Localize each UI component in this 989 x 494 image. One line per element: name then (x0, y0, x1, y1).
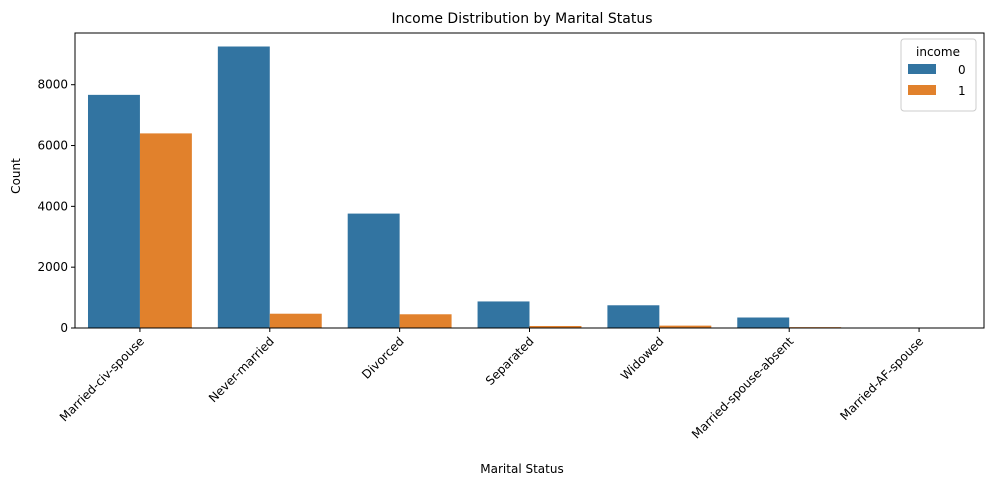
x-tick-label: Never-married (206, 334, 277, 405)
x-tick-label: Divorced (359, 334, 407, 382)
plot-frame (75, 33, 984, 328)
x-tick-label: Married-spouse-absent (689, 334, 796, 441)
chart-title: Income Distribution by Marital Status (391, 11, 652, 27)
x-axis-label: Marital Status (480, 462, 563, 476)
legend-swatch-1 (908, 85, 936, 95)
bar-divorced-income-0 (348, 214, 400, 328)
y-tick-label: 0 (60, 321, 68, 335)
legend-label-1: 1 (958, 84, 966, 98)
bar-married-spouse-absent-income-0 (737, 318, 789, 328)
y-tick-label: 6000 (37, 139, 68, 153)
x-tick-label: Married-AF-spouse (837, 334, 926, 423)
legend: income 0 1 (901, 39, 976, 111)
bar-never-married-income-1 (270, 314, 322, 328)
x-tick-label: Widowed (618, 334, 667, 383)
y-axis-label: Count (9, 158, 23, 194)
y-tick-label: 4000 (37, 199, 68, 213)
bar-divorced-income-1 (400, 314, 452, 328)
bar-widowed-income-0 (607, 305, 659, 328)
bar-never-married-income-0 (218, 47, 270, 329)
y-tick-label: 2000 (37, 260, 68, 274)
bar-married-civ-spouse-income-1 (140, 133, 192, 328)
x-tick-label: Separated (483, 334, 537, 388)
y-tick-label: 8000 (37, 78, 68, 92)
legend-swatch-0 (908, 64, 936, 74)
legend-title: income (916, 45, 960, 59)
x-tick-label: Married-civ-spouse (57, 334, 147, 424)
legend-label-0: 0 (958, 63, 966, 77)
bar-married-civ-spouse-income-0 (88, 95, 140, 328)
plot-area: 0 2000 4000 6000 8000 Married-civ-spouse Never… (37, 33, 984, 442)
bar-separated-income-0 (478, 301, 530, 328)
